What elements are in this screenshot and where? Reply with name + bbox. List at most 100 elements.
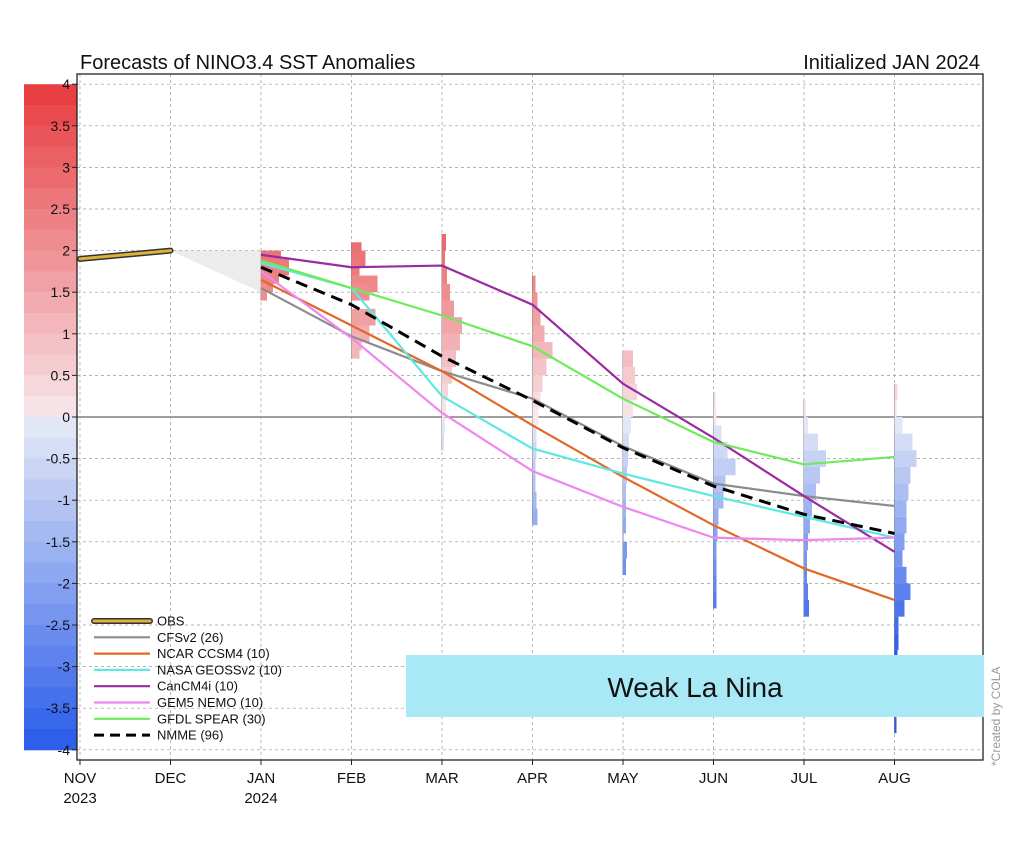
spread-bar [442,417,445,434]
series-line [260,270,895,542]
color-scale-band [24,209,77,231]
color-scale-band [24,146,77,168]
spread-bar [713,508,719,526]
y-tick-label: 1 [62,326,70,342]
color-scale-band [24,188,77,210]
spread-bar [532,408,539,426]
color-scale-band [24,625,77,647]
x-tick-label: JUN [699,770,728,787]
y-tick-label: 2 [62,243,70,259]
spread-bar [894,400,897,417]
spread-bar [713,425,722,442]
spread-bar [623,367,635,384]
spread-bar [623,483,626,501]
spread-bar [804,433,818,451]
legend-label: GEM5 NEMO (10) [157,695,263,710]
spread-bar [713,392,716,409]
y-tick-label: -3 [58,659,71,675]
spread-bar [532,375,543,393]
spread-bar [713,441,728,459]
x-tick-label: JAN [247,770,275,787]
spread-bar [442,250,445,268]
spread-bar [713,591,717,609]
legend-label: GFDL SPEAR (30) [157,711,266,726]
spread-bar [894,466,911,484]
color-scale-band [24,125,77,148]
spread-bar [623,558,626,576]
color-scale-band [24,167,77,189]
color-scale-band [24,250,77,272]
forecast-series [77,247,896,602]
legend-label: NMME (96) [157,728,223,743]
spread-bar [804,583,808,601]
spread-bar [894,533,905,551]
y-tick-label: -3.5 [46,700,70,716]
y-tick-label: -1 [58,492,71,508]
y-axis-ticks: 4 3.5 3 2.5 2 1.5 1 0.5 0 -0.5 -1 -1.5 -2 -2.5 -3 -3.5 -… [46,76,77,758]
spread-bar [894,383,898,401]
ensemble-spread-histograms [260,233,917,734]
spread-bar [351,283,370,301]
x-tick-label: MAY [607,770,638,787]
spread-bar [804,550,807,567]
x-tick-label: MAR [425,770,459,787]
spread-bar [623,433,629,451]
spread-bar [894,450,917,467]
credit-text: *Created by COLA [989,667,1003,766]
spread-bar [442,400,446,417]
spread-bar [894,633,899,650]
spread-bar [894,500,907,517]
color-scale-band [24,292,77,314]
series-line [260,262,895,539]
spread-bar [713,541,717,559]
y-tick-label: 3 [62,159,70,175]
color-scale-band [24,396,77,418]
chart-subtitle: Initialized JAN 2024 [803,52,980,74]
color-scale-band [24,687,77,709]
spread-bar [442,433,444,451]
color-scale-band [24,708,77,730]
spread-bar [532,292,538,309]
spread-bar [894,550,903,567]
color-scale-band [24,729,77,751]
y-tick-label: -2.5 [46,617,70,633]
spread-bar [894,417,903,434]
spread-bar [623,417,631,434]
anomaly-color-scale [24,84,77,751]
y-tick-label: 0 [62,409,70,425]
spread-bar [442,233,446,251]
spread-bar [623,383,637,401]
y-tick-label: 0.5 [51,367,71,383]
spread-bar [804,417,808,434]
spread-bar [804,566,807,584]
y-tick-label: -1.5 [46,534,70,550]
color-scale-band [24,521,77,543]
x-tick-label: DEC [155,770,187,787]
color-scale-band [24,541,77,564]
banner-box [406,655,984,717]
color-scale-band [24,271,77,293]
color-scale-band [24,479,77,501]
color-scale-band [24,437,77,460]
spread-bar [532,475,536,492]
legend-label: OBS [157,614,185,629]
spread-bar [713,408,717,426]
y-tick-label: 4 [62,76,70,92]
spread-bar [351,308,376,326]
spread-bar [804,533,808,551]
chart-title: Forecasts of NINO3.4 SST Anomalies [80,52,415,74]
spread-bar [894,433,913,451]
spread-bar [351,242,362,259]
legend-label: NCAR CCSM4 (10) [157,646,270,661]
color-scale-band [24,313,77,335]
spread-bar [532,425,537,442]
y-tick-label: -2 [58,575,71,591]
plot-frame [76,73,984,761]
spread-bar [894,566,907,584]
color-scale-band [24,458,77,480]
x-axis-ticks: NOV 2023 DEC JAN 2024 FEB MAR APR MAY JUN JUL AUG [63,760,911,807]
spread-bar [894,516,907,534]
spread-bar [804,516,810,534]
